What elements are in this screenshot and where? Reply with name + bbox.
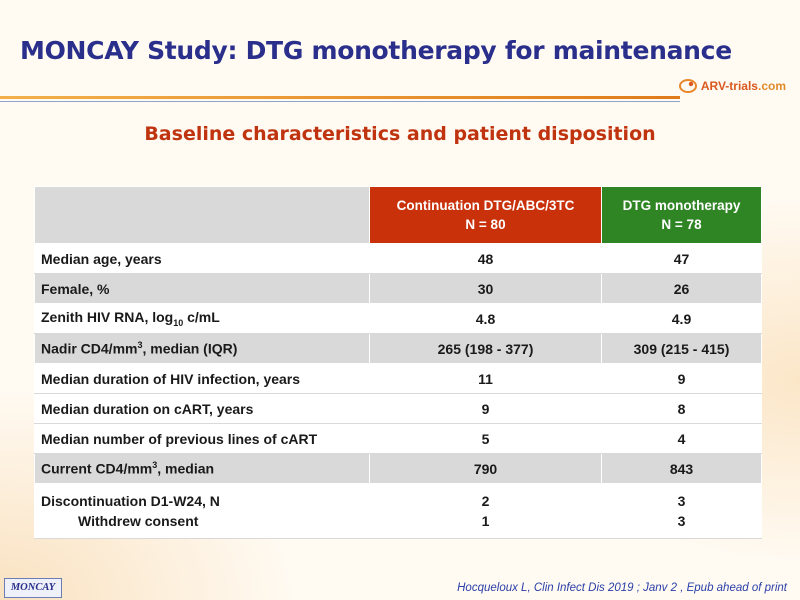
continuation-value: 790 (369, 453, 602, 484)
monotherapy-withdrew: 3 (677, 513, 686, 529)
table-row: Discontinuation D1-W24, N Withdrew conse… (34, 483, 762, 539)
header-blank-cell (34, 186, 370, 244)
table-row: Median duration of HIV infection, years … (34, 363, 762, 394)
monotherapy-value: 47 (601, 243, 762, 274)
discontinuation-label: Discontinuation D1-W24, N (41, 493, 220, 509)
table-header-row: Continuation DTG/ABC/3TC N = 80 DTG mono… (34, 186, 762, 244)
monotherapy-value: 4.9 (601, 303, 762, 334)
logo-swirl-icon (678, 79, 697, 93)
monotherapy-value: 3 3 (601, 483, 762, 539)
monotherapy-discontinued: 3 (677, 493, 686, 509)
row-label: Median duration of HIV infection, years (34, 363, 370, 394)
header-continuation-n: N = 80 (465, 217, 506, 232)
continuation-value: 4.8 (369, 303, 602, 334)
continuation-withdrew: 1 (481, 513, 490, 529)
monotherapy-value: 309 (215 - 415) (601, 333, 762, 364)
header-continuation: Continuation DTG/ABC/3TC N = 80 (369, 186, 602, 244)
row-label: Median age, years (34, 243, 370, 274)
header-monotherapy: DTG monotherapy N = 78 (601, 186, 762, 244)
continuation-value: 265 (198 - 377) (369, 333, 602, 364)
moncay-badge: MONCAY (4, 578, 62, 598)
row-label: Current CD4/mm3, median (34, 453, 370, 484)
continuation-value: 5 (369, 423, 602, 454)
title-underline-thin (0, 101, 680, 102)
header-monotherapy-n: N = 78 (661, 217, 702, 232)
row-label: Nadir CD4/mm3, median (IQR) (34, 333, 370, 364)
row-label: Zenith HIV RNA, log10 c/mL (34, 303, 370, 334)
monotherapy-value: 26 (601, 273, 762, 304)
continuation-discontinued: 2 (481, 493, 490, 509)
continuation-value: 9 (369, 393, 602, 424)
baseline-table: Continuation DTG/ABC/3TC N = 80 DTG mono… (34, 186, 762, 539)
header-monotherapy-title: DTG monotherapy (622, 198, 741, 213)
table-row: Median duration on cART, years 9 8 (34, 393, 762, 424)
continuation-value: 2 1 (369, 483, 602, 539)
table-row: Current CD4/mm3, median 790 843 (34, 453, 762, 484)
row-label: Median duration on cART, years (34, 393, 370, 424)
continuation-value: 11 (369, 363, 602, 394)
slide-subtitle: Baseline characteristics and patient dis… (144, 123, 656, 145)
header-continuation-title: Continuation DTG/ABC/3TC (396, 198, 575, 213)
table-row: Nadir CD4/mm3, median (IQR) 265 (198 - 3… (34, 333, 762, 364)
citation: Hocqueloux L, Clin Infect Dis 2019 ; Jan… (457, 582, 787, 594)
row-label: Discontinuation D1-W24, N Withdrew conse… (34, 483, 370, 539)
table-row: Median age, years 48 47 (34, 243, 762, 274)
withdrew-consent-label: Withdrew consent (78, 513, 199, 529)
table-row: Zenith HIV RNA, log10 c/mL 4.8 4.9 (34, 303, 762, 334)
continuation-value: 48 (369, 243, 602, 274)
arv-trials-logo: ARV-trials.com (678, 76, 786, 96)
continuation-value: 30 (369, 273, 602, 304)
monotherapy-value: 4 (601, 423, 762, 454)
logo-suffix: .com (757, 79, 786, 93)
row-label: Median number of previous lines of cART (34, 423, 370, 454)
table-row: Median number of previous lines of cART … (34, 423, 762, 454)
row-label: Female, % (34, 273, 370, 304)
table-row: Female, % 30 26 (34, 273, 762, 304)
monotherapy-value: 8 (601, 393, 762, 424)
slide-title: MONCAY Study: DTG monotherapy for mainte… (20, 36, 732, 65)
monotherapy-value: 9 (601, 363, 762, 394)
monotherapy-value: 843 (601, 453, 762, 484)
title-underline (0, 96, 680, 99)
logo-text: ARV-trials (700, 79, 758, 93)
